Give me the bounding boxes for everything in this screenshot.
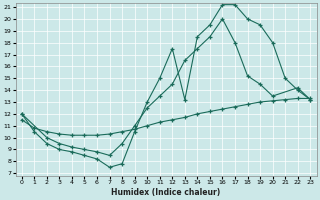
X-axis label: Humidex (Indice chaleur): Humidex (Indice chaleur) [111,188,221,197]
